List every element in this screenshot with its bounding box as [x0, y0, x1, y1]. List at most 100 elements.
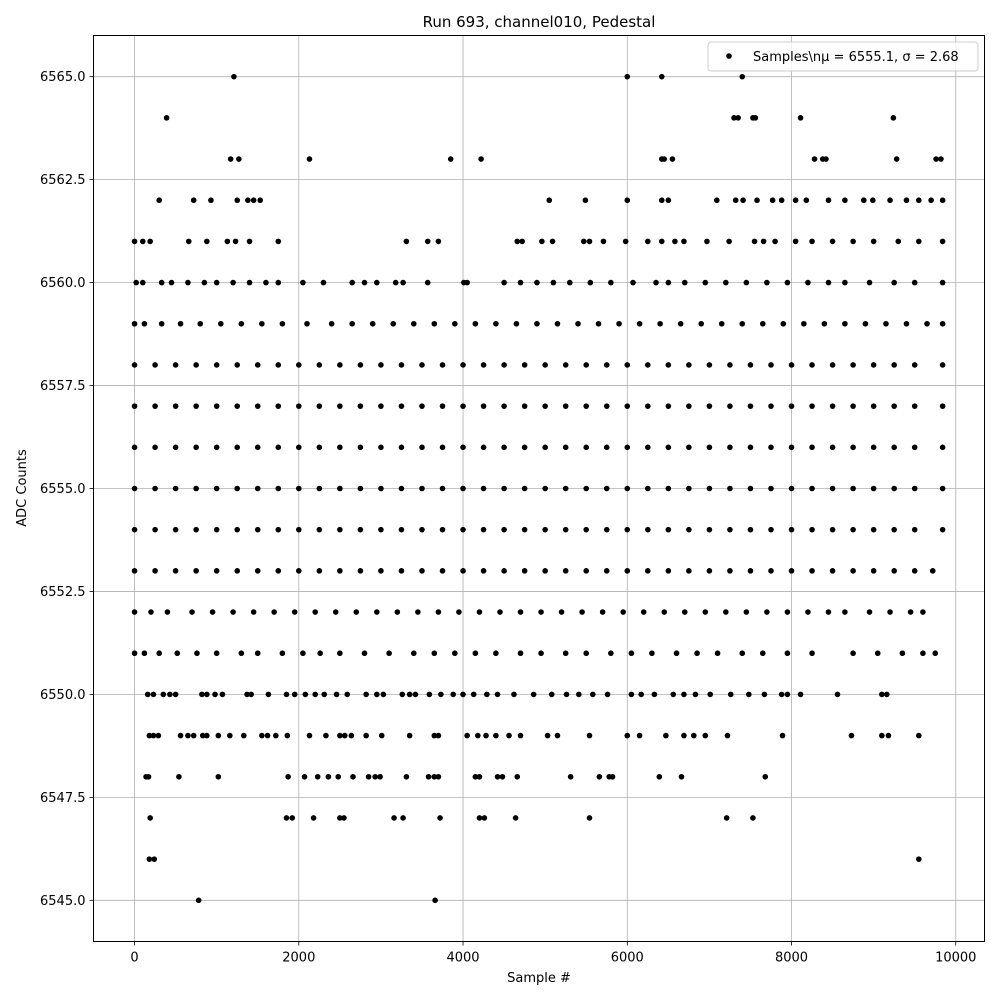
data-point: [337, 444, 343, 451]
data-point: [797, 691, 804, 698]
data-point: [372, 773, 378, 780]
data-point: [640, 609, 647, 615]
data-point: [213, 444, 220, 451]
data-point: [350, 773, 356, 780]
data-point: [439, 403, 446, 409]
data-point: [146, 732, 153, 739]
data-point: [234, 485, 241, 492]
data-point: [204, 238, 210, 245]
data-point: [622, 238, 629, 245]
data-point: [131, 320, 138, 327]
data-point: [398, 485, 405, 492]
data-point: [542, 362, 548, 368]
data-point: [501, 444, 507, 451]
data-point: [174, 650, 181, 657]
data-point: [539, 238, 545, 245]
data-point: [391, 815, 397, 821]
data-point: [724, 732, 731, 739]
data-point: [511, 691, 517, 698]
data-point: [152, 403, 158, 409]
data-point: [583, 485, 590, 492]
data-point: [301, 773, 308, 780]
data-point: [419, 403, 425, 409]
data-point: [285, 773, 291, 780]
data-point: [152, 444, 158, 451]
data-point: [325, 773, 332, 780]
data-point: [809, 238, 815, 245]
data-point: [374, 279, 380, 286]
data-point: [209, 609, 216, 615]
data-point: [167, 691, 173, 698]
data-point: [475, 732, 481, 739]
data-point: [727, 568, 733, 574]
y-axis-ticks: 6545.0 6547.5 6550.0 6552.5 6555.0 6557.5 6560…: [40, 70, 94, 909]
data-point: [176, 773, 182, 780]
data-point: [891, 526, 897, 533]
data-point: [727, 526, 733, 533]
data-point: [163, 115, 170, 121]
data-point: [185, 238, 192, 245]
data-point: [472, 320, 479, 327]
data-point: [681, 238, 687, 245]
data-point: [460, 362, 466, 368]
data-point: [542, 444, 548, 451]
data-point: [694, 650, 700, 657]
data-point: [542, 403, 548, 409]
data-point: [193, 568, 199, 574]
data-point: [624, 403, 631, 409]
data-point: [670, 691, 677, 698]
data-point: [916, 856, 922, 862]
data-point: [386, 650, 392, 657]
data-point: [768, 403, 774, 409]
data-point: [284, 732, 291, 739]
data-point: [501, 568, 507, 574]
data-point: [546, 197, 553, 204]
data-point: [398, 568, 405, 574]
data-point: [686, 485, 692, 492]
data-point: [234, 526, 241, 533]
data-point: [706, 526, 713, 533]
data-point: [608, 279, 614, 286]
data-point: [513, 320, 520, 327]
data-point: [825, 279, 832, 286]
data-point: [215, 773, 222, 780]
data-point: [392, 279, 399, 286]
data-point: [460, 568, 466, 574]
data-point: [603, 362, 610, 368]
data-point: [829, 485, 836, 492]
data-point: [562, 444, 569, 451]
data-point: [596, 773, 603, 780]
data-point: [283, 815, 290, 821]
data-point: [645, 568, 651, 574]
data-point: [542, 485, 548, 492]
data-point: [131, 403, 138, 409]
data-point: [754, 197, 760, 204]
data-point: [199, 732, 206, 739]
data-point: [887, 197, 893, 204]
x-axis-ticks: 0 2000 4000 6000 8000 10000: [130, 941, 976, 966]
y-tick-label: 6562.5: [40, 173, 86, 188]
data-point: [341, 815, 347, 821]
data-point: [595, 320, 602, 327]
data-point: [586, 815, 593, 821]
data-point: [484, 691, 490, 698]
data-point: [636, 732, 643, 739]
data-point: [514, 238, 521, 245]
data-point: [257, 197, 264, 204]
data-point: [891, 362, 897, 368]
data-point: [870, 238, 877, 245]
y-axis-label: ADC Counts: [15, 449, 30, 527]
data-point: [681, 279, 688, 286]
data-point: [788, 568, 795, 574]
data-point: [895, 238, 902, 245]
data-point: [236, 156, 242, 162]
data-point: [431, 773, 438, 780]
data-point: [316, 444, 323, 451]
data-point: [160, 691, 167, 698]
data-point: [589, 691, 596, 698]
data-point: [145, 773, 152, 780]
data-point: [521, 526, 528, 533]
data-point: [399, 691, 406, 698]
data-point: [131, 238, 138, 245]
data-point: [212, 691, 218, 698]
